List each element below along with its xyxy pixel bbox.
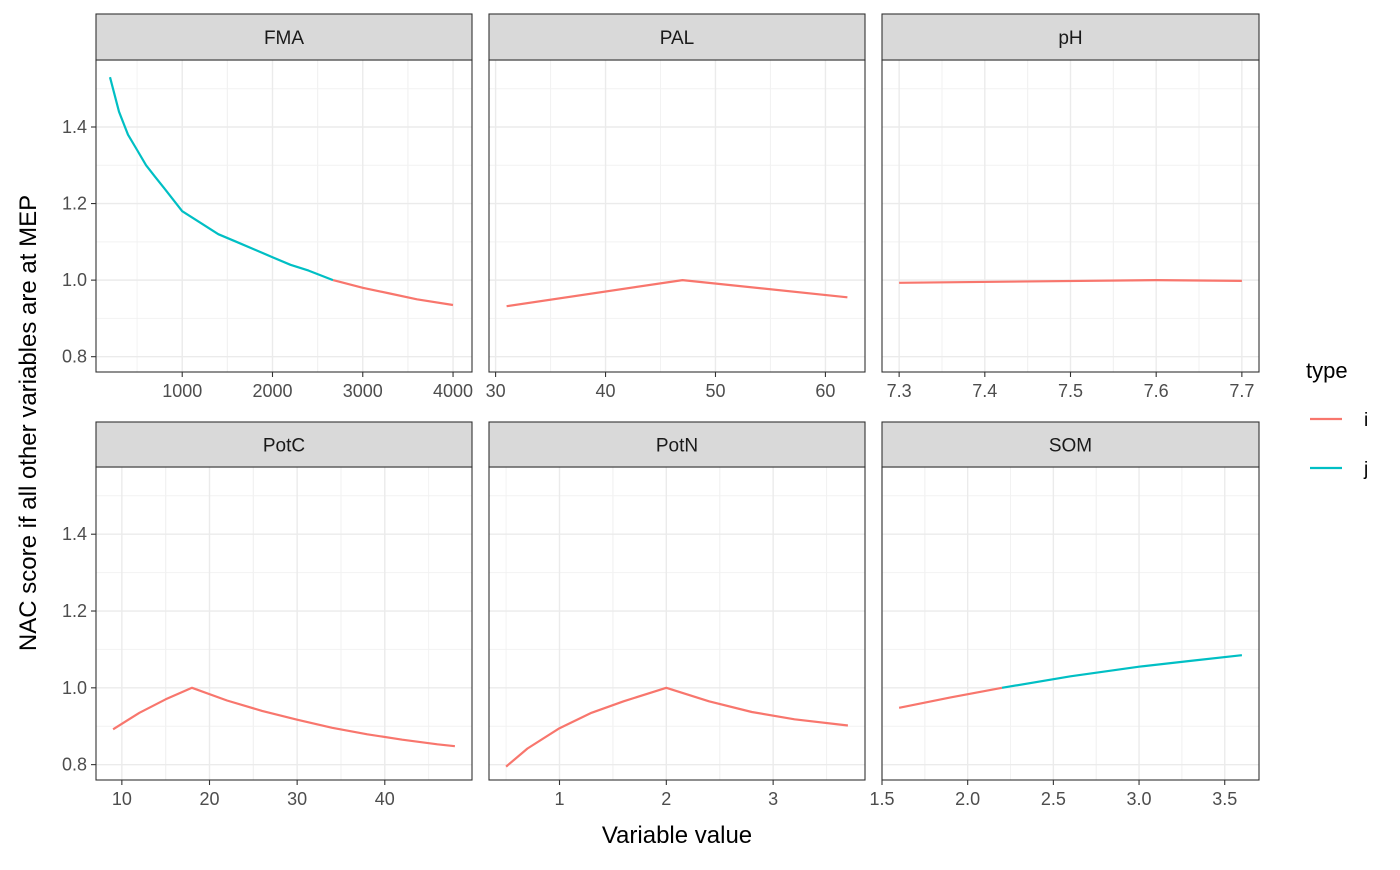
facet-title: PotC [263,436,305,457]
x-tick-label: 2.5 [1041,789,1066,809]
y-tick-label: 1.2 [62,601,87,621]
strip-background [488,13,866,61]
panel-border [95,466,473,781]
facet-panel-ph: pH 7.3 7.4 7.5 7.6 7.7 [881,13,1260,401]
legend: type i j [1306,358,1368,480]
x-tick-label: 50 [705,381,725,401]
series-line-j [108,76,334,282]
legend-label-i: i [1364,410,1368,431]
x-tick-label: 4000 [433,381,473,401]
panel-border [488,466,866,781]
x-tick-label: 3000 [343,381,383,401]
series-line-i [506,279,848,308]
y-axis-title: NAC score if all other variables are at … [15,195,42,651]
x-tick-label: 10 [112,789,132,809]
x-tick-label: 7.5 [1058,381,1083,401]
x-tick-label: 7.4 [972,381,997,401]
x-tick-label: 7.3 [887,381,912,401]
legend-label-j: j [1363,459,1368,480]
y-tick-label: 1.0 [62,678,87,698]
facet-title: FMA [264,28,304,49]
x-tick-label: 2000 [252,381,292,401]
series-line-i [112,686,456,748]
y-tick-label: 1.4 [62,117,87,137]
x-tick-label: 2 [661,789,671,809]
facet-title: PAL [660,28,695,49]
x-axis-title: Variable value [602,822,752,849]
y-tick-label: 0.8 [62,755,87,775]
facet-panel-potn: PotN 1 2 3 [488,421,866,809]
series-line-i [505,686,849,768]
strip-background [881,13,1260,61]
y-tick-label: 0.8 [62,347,87,367]
x-tick-label: 30 [486,381,506,401]
series-line-i [332,279,454,307]
x-tick-label: 7.7 [1229,381,1254,401]
legend-title: type [1306,358,1348,383]
series-line-i [899,279,1242,284]
strip-background [488,421,866,468]
x-tick-label: 40 [375,789,395,809]
x-tick-label: 3.0 [1127,789,1152,809]
facet-panel-pal: PAL 30 40 50 60 [486,13,866,401]
x-tick-label: 1000 [162,381,202,401]
facet-title: pH [1058,28,1082,49]
x-tick-label: 40 [596,381,616,401]
x-tick-label: 60 [815,381,835,401]
panel-border [488,59,866,373]
x-tick-label: 2.0 [955,789,980,809]
y-tick-label: 1.4 [62,524,87,544]
facet-panel-potc: PotC 10 20 30 40 0.8 1.0 1.2 1.4 [62,421,473,809]
strip-background [95,421,473,468]
facet-title: PotN [656,436,698,457]
x-tick-label: 1 [554,789,564,809]
strip-background [95,13,473,61]
strip-background [881,421,1260,468]
x-tick-label: 3.5 [1212,789,1237,809]
facet-title: SOM [1049,436,1092,457]
panel-border [95,59,473,373]
panel-border [881,466,1260,781]
y-tick-label: 1.2 [62,194,87,214]
x-tick-label: 7.6 [1144,381,1169,401]
facet-panel-som: SOM 1.5 2.0 2.5 3.0 3.5 [869,421,1260,809]
x-tick-label: 3 [768,789,778,809]
x-tick-label: 30 [287,789,307,809]
x-tick-label: 20 [199,789,219,809]
x-tick-label: 1.5 [869,789,894,809]
series-line-j [1001,654,1243,689]
y-tick-label: 1.0 [62,270,87,290]
series-line-i [898,686,1003,709]
facet-panel-fma: FMA 1000 2000 3000 4000 0.8 1.0 1.2 1.4 [62,13,473,401]
